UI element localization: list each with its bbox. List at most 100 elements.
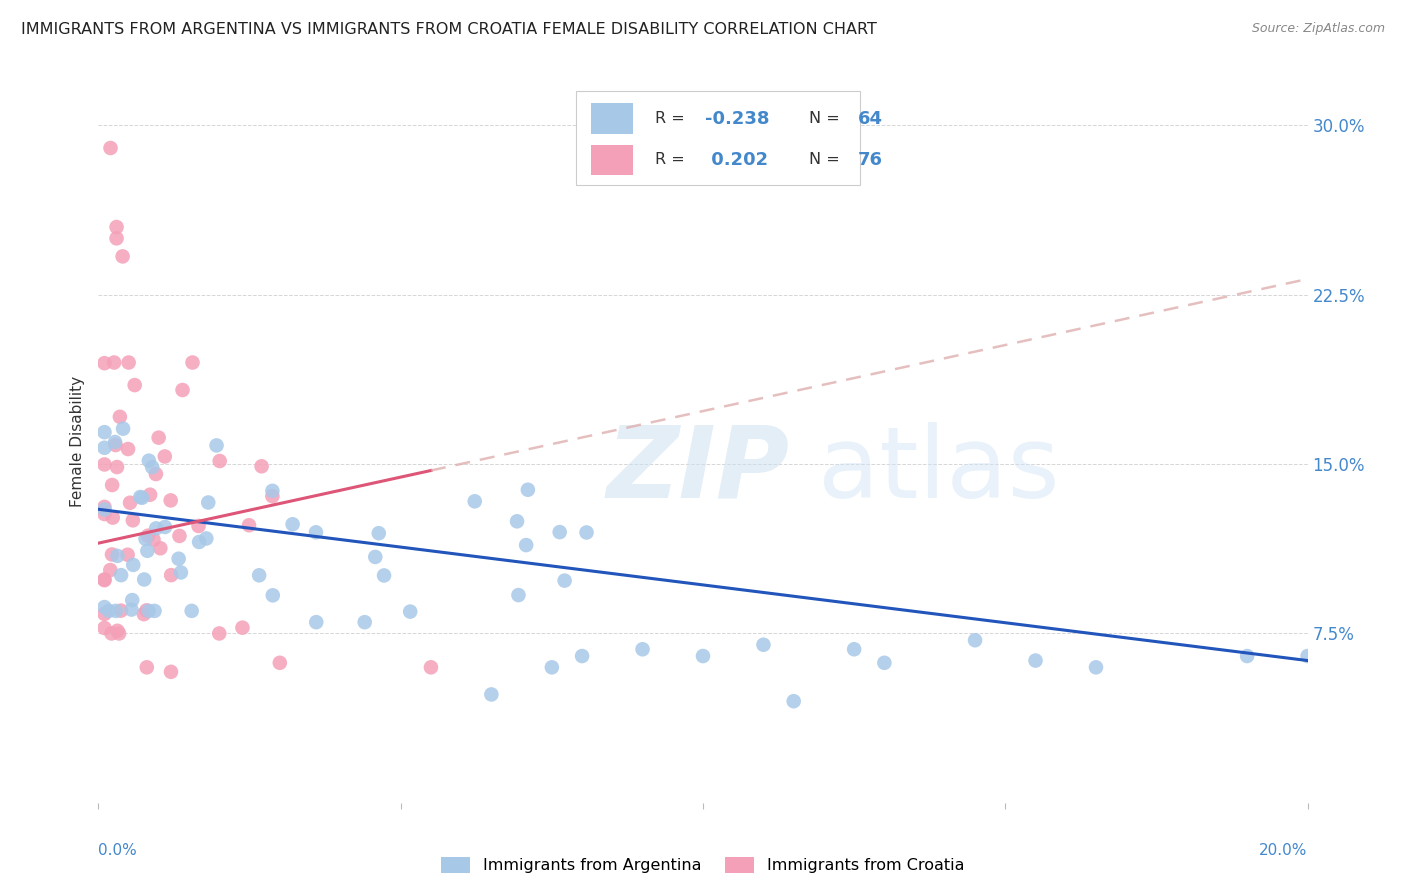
Point (160, 568, 183, 582)
Point (134, 573, 156, 587)
Point (752, 638, 775, 652)
FancyBboxPatch shape (576, 91, 860, 185)
Text: IMMIGRANTS FROM ARGENTINA VS IMMIGRANTS FROM CROATIA FEMALE DISABILITY CORRELATI: IMMIGRANTS FROM ARGENTINA VS IMMIGRANTS … (21, 22, 877, 37)
Text: 0.0%: 0.0% (98, 843, 138, 857)
Point (145, 467, 167, 481)
Point (231, 621, 253, 635)
Point (93, 573, 115, 587)
Point (93, 507, 115, 521)
Point (481, 687, 503, 701)
Point (93, 573, 115, 587)
Point (399, 605, 422, 619)
Point (105, 624, 128, 638)
Point (783, 694, 806, 708)
Point (548, 525, 571, 540)
Point (145, 521, 167, 535)
Point (118, 496, 141, 510)
Point (139, 488, 162, 502)
Point (93, 441, 115, 455)
Point (143, 604, 166, 618)
Point (135, 660, 157, 674)
Text: R =: R = (655, 112, 689, 126)
Point (93, 502, 115, 516)
Point (93, 621, 115, 635)
Point (208, 454, 231, 468)
Point (136, 528, 159, 542)
Point (104, 438, 127, 452)
Point (138, 453, 160, 467)
Point (1236, 648, 1258, 663)
Point (554, 574, 576, 588)
Point (104, 435, 127, 450)
Point (516, 483, 538, 497)
Point (420, 660, 443, 674)
Point (208, 626, 231, 640)
Y-axis label: Female Disability: Female Disability (70, 376, 86, 508)
Point (97, 604, 120, 618)
Point (153, 450, 176, 464)
Point (100, 141, 122, 155)
Point (172, 383, 194, 397)
Point (105, 231, 128, 245)
Text: -0.238: -0.238 (706, 110, 770, 128)
Point (121, 593, 143, 607)
Point (464, 494, 486, 508)
Point (167, 551, 190, 566)
Point (373, 568, 395, 582)
Point (105, 220, 128, 235)
Point (124, 378, 146, 392)
Point (107, 549, 129, 563)
Point (508, 588, 530, 602)
FancyBboxPatch shape (591, 145, 633, 175)
Point (129, 490, 152, 504)
Point (93, 600, 115, 615)
Point (101, 510, 124, 524)
Point (305, 525, 328, 540)
Point (153, 520, 176, 534)
Point (1024, 654, 1046, 668)
Point (1296, 648, 1319, 663)
Point (181, 355, 204, 369)
Point (112, 422, 135, 436)
Point (238, 518, 260, 533)
Text: 0.202: 0.202 (706, 151, 769, 169)
Text: ZIP: ZIP (606, 422, 789, 519)
Point (101, 478, 124, 492)
Point (93, 356, 115, 370)
Text: R =: R = (655, 153, 695, 168)
Text: N =: N = (810, 153, 845, 168)
Point (117, 548, 139, 562)
Point (100, 626, 122, 640)
Point (121, 602, 143, 616)
Point (844, 642, 866, 657)
Point (118, 355, 141, 369)
Point (136, 543, 159, 558)
Point (515, 538, 537, 552)
Point (571, 648, 593, 663)
Point (965, 633, 987, 648)
Point (195, 532, 218, 546)
Point (141, 460, 163, 475)
Point (135, 603, 157, 617)
Point (108, 409, 131, 424)
Point (103, 355, 125, 369)
Point (98, 563, 121, 577)
Point (631, 642, 654, 657)
Text: atlas: atlas (818, 422, 1060, 519)
Point (105, 460, 128, 475)
Point (169, 529, 191, 543)
Point (262, 483, 284, 498)
Text: 76: 76 (858, 151, 883, 169)
Point (111, 249, 134, 263)
Point (134, 532, 156, 546)
Point (540, 660, 562, 674)
Point (149, 541, 172, 556)
Point (353, 615, 375, 630)
Text: N =: N = (810, 112, 845, 126)
Point (575, 525, 598, 540)
Point (367, 526, 389, 541)
Point (104, 604, 127, 618)
Point (262, 489, 284, 503)
Point (148, 431, 170, 445)
Point (506, 514, 529, 528)
